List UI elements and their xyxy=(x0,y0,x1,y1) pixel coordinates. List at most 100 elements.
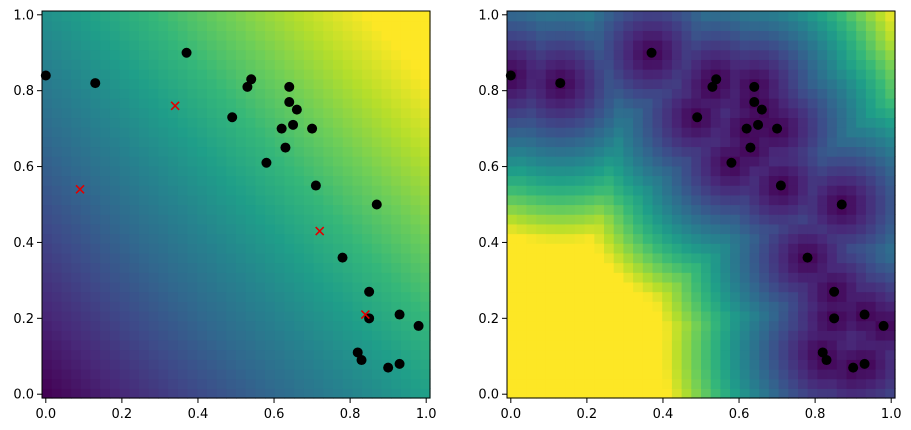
heatmap-cell xyxy=(691,156,702,167)
heatmap-cell xyxy=(633,310,644,322)
heatmap-cell xyxy=(555,175,566,186)
heatmap-cell xyxy=(158,320,169,331)
heatmap-cell xyxy=(303,368,315,380)
heatmap-cell xyxy=(168,320,179,331)
heatmap-cell xyxy=(662,185,673,196)
heatmap-cell xyxy=(177,368,189,380)
heatmap-cell xyxy=(507,388,518,399)
heatmap-cell xyxy=(90,117,101,128)
heatmap-cell xyxy=(206,223,218,235)
heatmap-cell xyxy=(400,359,412,370)
heatmap-cell xyxy=(623,291,634,302)
heatmap-cell xyxy=(788,11,799,22)
heatmap-cell xyxy=(623,49,634,60)
heatmap-cell xyxy=(574,20,586,31)
heatmap-cell xyxy=(778,310,789,322)
heatmap-cell xyxy=(236,281,247,293)
heatmap-cell xyxy=(565,156,576,167)
heatmap-cell xyxy=(759,262,770,273)
heatmap-cell xyxy=(371,330,383,341)
heatmap-cell xyxy=(594,320,605,331)
heatmap-cell xyxy=(865,40,877,51)
heatmap-cell xyxy=(255,146,266,157)
heatmap-cell xyxy=(710,146,721,157)
heatmap-cell xyxy=(652,194,663,206)
heatmap-cell xyxy=(681,378,692,389)
heatmap-cell xyxy=(798,330,809,341)
heatmap-cell xyxy=(284,214,295,225)
heatmap-cell xyxy=(526,388,537,399)
heatmap-cell xyxy=(109,20,121,31)
heatmap-cell xyxy=(526,330,537,341)
heatmap-cell xyxy=(565,204,576,215)
heatmap-cell xyxy=(391,243,402,254)
heatmap-cell xyxy=(158,98,169,109)
heatmap-cell xyxy=(594,127,605,138)
heatmap-cell xyxy=(42,291,53,302)
heatmap-cell xyxy=(642,78,654,89)
heatmap-cell xyxy=(187,117,198,128)
heatmap-cell xyxy=(526,281,537,293)
heatmap-cell xyxy=(865,107,877,119)
heatmap-cell xyxy=(768,214,780,225)
heatmap-cell xyxy=(303,49,315,60)
heatmap-cell xyxy=(177,98,189,109)
heatmap-cell xyxy=(187,156,198,167)
heatmap-cell xyxy=(526,368,537,380)
heatmap-cell xyxy=(788,310,799,322)
heatmap-cell xyxy=(865,339,877,351)
heatmap-cell xyxy=(197,368,208,380)
heatmap-cell xyxy=(594,78,605,89)
heatmap-cell xyxy=(710,127,721,138)
heatmap-cell xyxy=(827,301,838,312)
heatmap-cell xyxy=(362,214,373,225)
heatmap-cell xyxy=(109,30,121,41)
heatmap-cell xyxy=(536,98,547,109)
heatmap-cell xyxy=(100,349,111,360)
heatmap-cell xyxy=(90,359,101,370)
heatmap-cell xyxy=(681,243,692,254)
heatmap-cell xyxy=(604,49,615,60)
heatmap-cell xyxy=(817,11,828,22)
heatmap-cell xyxy=(701,107,712,119)
heatmap-cell xyxy=(61,30,72,41)
heatmap-cell xyxy=(710,175,721,186)
heatmap-cell xyxy=(51,98,62,109)
heatmap-cell xyxy=(61,330,72,341)
heatmap-cell xyxy=(759,233,770,244)
heatmap-cell xyxy=(371,214,383,225)
heatmap-cell xyxy=(100,388,111,399)
heatmap-cell xyxy=(836,49,848,60)
heatmap-cell xyxy=(109,78,121,89)
heatmap-cell xyxy=(730,233,741,244)
heatmap-cell xyxy=(216,11,227,22)
heatmap-cell xyxy=(691,349,702,360)
heatmap-cell xyxy=(730,378,741,389)
heatmap-cell xyxy=(681,252,692,264)
heatmap-cell xyxy=(80,388,92,399)
heatmap-cell xyxy=(42,20,53,31)
heatmap-cell xyxy=(730,243,741,254)
heatmap-cell xyxy=(294,59,305,70)
heatmap-cell xyxy=(536,330,547,341)
heatmap-cell xyxy=(61,165,72,177)
heatmap-cell xyxy=(836,185,848,196)
heatmap-cell xyxy=(613,127,624,138)
heatmap-cell xyxy=(236,136,247,148)
heatmap-cell xyxy=(642,349,654,360)
heatmap-cell xyxy=(836,156,848,167)
heatmap-cell xyxy=(371,30,383,41)
heatmap-cell xyxy=(720,117,731,128)
heatmap-cell xyxy=(226,388,237,399)
heatmap-cell xyxy=(749,252,760,264)
heatmap-cell xyxy=(410,330,421,341)
heatmap-cell xyxy=(206,69,218,80)
heatmap-cell xyxy=(371,378,383,389)
heatmap-cell xyxy=(807,291,818,302)
heatmap-cell xyxy=(274,175,286,186)
heatmap-cell xyxy=(807,243,818,254)
heatmap-cell xyxy=(865,349,877,360)
heatmap-cell xyxy=(265,107,276,119)
heatmap-cell xyxy=(342,339,353,351)
heatmap-cell xyxy=(768,272,780,283)
